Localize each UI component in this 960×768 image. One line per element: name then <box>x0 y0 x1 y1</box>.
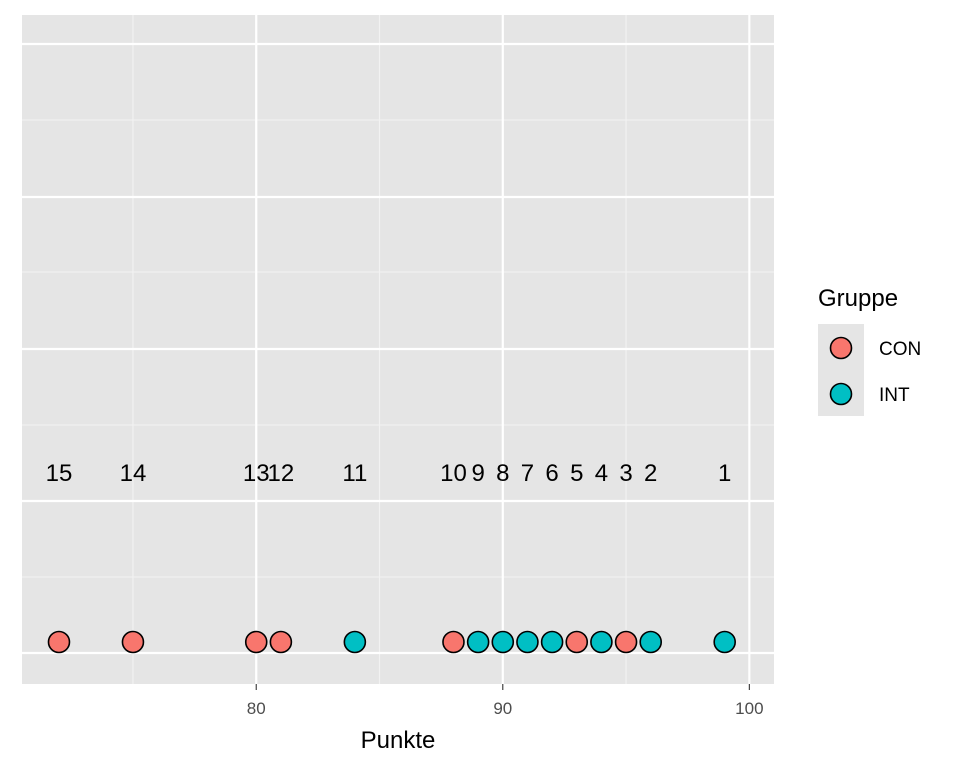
x-axis-tick-labels: 80 90 100 <box>247 699 764 718</box>
rank-label: 13 <box>243 460 270 487</box>
x-axis-ticks <box>255 684 750 690</box>
x-axis-title: Punkte <box>361 727 436 754</box>
data-point <box>343 630 367 654</box>
rank-label: 2 <box>644 460 657 487</box>
legend-key-con <box>829 336 853 360</box>
data-point <box>516 630 539 654</box>
rank-label: 6 <box>545 460 558 487</box>
major-gridlines <box>22 15 774 684</box>
rank-label: 11 <box>342 460 367 487</box>
rank-label: 12 <box>268 460 295 487</box>
data-point <box>121 630 145 654</box>
legend-label-con: CON <box>879 339 921 360</box>
data-point <box>47 630 71 654</box>
x-tick-label: 90 <box>493 699 512 718</box>
data-points <box>47 630 736 654</box>
rank-label: 4 <box>595 460 608 487</box>
rank-label: 15 <box>46 460 73 487</box>
rank-label: 9 <box>471 460 484 487</box>
legend-label-int: INT <box>879 385 910 406</box>
rank-label: 8 <box>496 460 509 487</box>
data-point <box>491 630 515 654</box>
data-point <box>269 630 293 654</box>
data-point <box>466 630 490 654</box>
legend-title: Gruppe <box>818 285 898 312</box>
rank-label: 1 <box>718 460 731 487</box>
legend: Gruppe CON INT <box>818 285 921 416</box>
data-point <box>614 630 638 654</box>
data-point <box>590 630 613 654</box>
data-point <box>540 630 564 654</box>
x-tick-label: 100 <box>735 699 763 718</box>
x-tick-label: 80 <box>247 699 266 718</box>
data-point <box>565 630 589 654</box>
rank-label: 3 <box>619 460 632 487</box>
rank-label: 14 <box>120 460 147 487</box>
data-point <box>713 630 736 654</box>
rank-label: 10 <box>440 460 467 487</box>
data-point <box>639 630 663 654</box>
legend-key-int <box>829 382 853 406</box>
rank-label: 5 <box>570 460 583 487</box>
rank-label: 7 <box>521 460 534 487</box>
data-point <box>244 630 268 654</box>
data-point <box>442 630 465 654</box>
